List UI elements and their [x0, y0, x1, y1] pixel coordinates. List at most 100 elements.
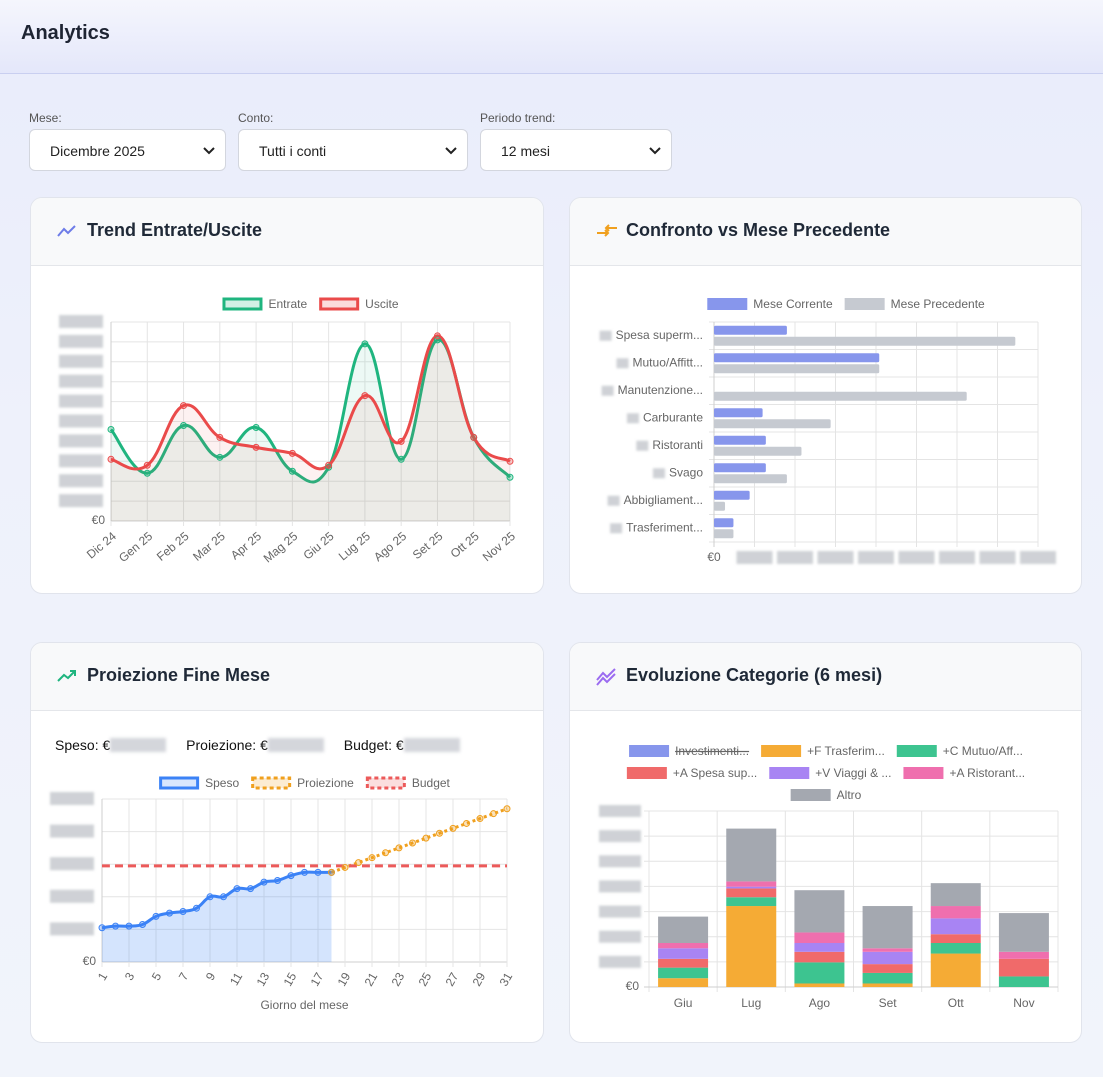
- blurred-label: [858, 551, 894, 564]
- bar-segment: [998, 958, 1049, 977]
- point: [397, 437, 405, 445]
- point: [260, 878, 268, 886]
- blurred-label: [736, 551, 773, 564]
- bar: [714, 474, 787, 484]
- blurred-label: [59, 414, 103, 428]
- bar-segment: [998, 976, 1049, 987]
- point: [301, 868, 308, 876]
- top-bar: Analytics: [0, 0, 1103, 74]
- blurred-label: [616, 358, 629, 369]
- y-tick-label: Carburante: [643, 410, 703, 424]
- blurred-label: [607, 495, 620, 506]
- chart: €0 Spesa superm... Mutuo/Affitt... Manutenz…: [599, 297, 1056, 564]
- x-tick-label: 11: [227, 970, 246, 988]
- y-tick-label: €0: [626, 979, 640, 993]
- account-select[interactable]: Tutti i conti: [238, 129, 468, 171]
- point: [206, 893, 214, 901]
- bar-segment: [658, 978, 709, 987]
- legend-label: Altro: [837, 788, 862, 802]
- area: [102, 872, 332, 962]
- stat: Proiezione: €: [186, 737, 324, 753]
- point: [355, 859, 362, 867]
- bar: [714, 435, 766, 445]
- bar: [714, 529, 734, 539]
- blurred-label: [599, 855, 641, 868]
- bar-segment: [930, 943, 981, 954]
- x-tick-label: 9: [203, 970, 219, 983]
- point: [325, 463, 333, 471]
- bar-segment: [726, 828, 777, 882]
- point: [216, 453, 224, 461]
- filter-label: Conto:: [238, 111, 274, 125]
- x-tick-label: Nov: [1013, 996, 1034, 1010]
- icon: [596, 668, 616, 686]
- legend-marker: [251, 776, 292, 790]
- blurred-label: [50, 922, 94, 936]
- bar-segment: [658, 916, 709, 943]
- select-value: Dicembre 2025: [50, 143, 145, 159]
- legend: Entrate Uscite: [222, 297, 399, 311]
- blurred-label: [59, 434, 103, 448]
- x-tick-label: €0: [707, 550, 721, 564]
- legend-marker: [319, 297, 360, 311]
- blurred-label: [59, 315, 103, 328]
- bar-segment: [726, 906, 777, 987]
- x-tick-label: 27: [443, 970, 462, 989]
- legend: Altro: [790, 788, 862, 802]
- legend: Speso Proiezione Budget: [159, 776, 451, 790]
- point: [274, 877, 281, 884]
- x-tick-label: 29: [470, 970, 489, 989]
- blurred-label: [599, 830, 641, 843]
- bar-segment: [862, 951, 913, 965]
- card-header: Trend Entrate/Uscite: [31, 198, 543, 266]
- x-tick-label: 17: [308, 970, 327, 989]
- stat-label: Proiezione: €: [186, 737, 268, 753]
- legend-label: +A Ristorant...: [949, 766, 1025, 780]
- legend-marker: [790, 789, 831, 801]
- x-tick-label: Ago: [809, 996, 831, 1010]
- card-header: Evoluzione Categorie (6 mesi): [570, 643, 1081, 711]
- stat-label: Budget: €: [343, 737, 404, 753]
- point: [397, 455, 405, 463]
- point: [125, 922, 133, 930]
- point: [503, 805, 511, 813]
- point: [361, 340, 369, 348]
- legend-marker: [761, 745, 802, 757]
- point: [409, 839, 416, 847]
- point: [422, 834, 430, 842]
- period-select[interactable]: 12 mesi: [480, 129, 672, 171]
- legend-label: Entrate: [268, 297, 307, 311]
- select-value: Tutti i conti: [259, 143, 327, 159]
- blurred-label: [50, 889, 94, 903]
- blurred-label: [50, 824, 94, 838]
- blurred-label: [652, 468, 665, 479]
- line: [101, 870, 332, 930]
- month-select[interactable]: Dicembre 2025: [29, 129, 226, 171]
- y-tick-label: Trasferiment...: [626, 520, 703, 534]
- card-title: Proiezione Fine Mese: [87, 665, 271, 685]
- bar: [714, 353, 880, 363]
- blurred-label: [599, 880, 641, 893]
- blurred-label: [939, 551, 975, 564]
- x-tick-label: 31: [497, 970, 516, 989]
- point: [247, 885, 254, 893]
- compare-card: €0 Spesa superm... Mutuo/Affitt... Manutenz…: [569, 197, 1082, 594]
- blurred-label: [50, 792, 94, 805]
- point: [506, 457, 514, 465]
- point: [233, 885, 241, 893]
- x-tick-label: Nov 25: [480, 529, 518, 564]
- blurred-amount: [403, 738, 460, 752]
- blurred-label: [59, 374, 103, 388]
- bar-segment: [862, 964, 913, 973]
- icon: [57, 670, 76, 682]
- bar-segment: [930, 883, 981, 907]
- bar: [714, 490, 750, 500]
- point: [193, 904, 200, 912]
- filter-label: Periodo trend:: [480, 111, 556, 125]
- bar-segment: [658, 943, 709, 949]
- blurred-label: [59, 354, 103, 368]
- x-tick-label: 21: [362, 970, 381, 989]
- stats-row: Speso: € Proiezione: € Budget: €: [55, 737, 476, 753]
